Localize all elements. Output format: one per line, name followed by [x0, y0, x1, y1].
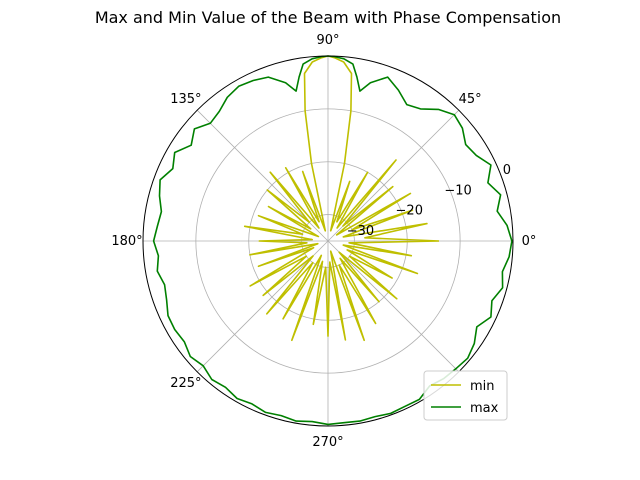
legend-label-min: min: [470, 379, 495, 394]
r-tick-label: −10: [444, 183, 471, 198]
theta-tick-label: 270°: [312, 435, 343, 450]
chart-title: Max and Min Value of the Beam with Phase…: [95, 8, 561, 27]
series-line-max: [152, 55, 513, 426]
spoke-gridline: [327, 240, 460, 373]
ring-gridline: [195, 108, 461, 374]
series-layer: [152, 55, 513, 426]
r-tick-label: −30: [347, 224, 374, 239]
legend-label-max: max: [470, 401, 499, 416]
theta-tick-label: 225°: [170, 376, 201, 391]
theta-tick-label: 135°: [170, 92, 201, 107]
spoke-gridline: [327, 109, 460, 242]
spoke-gridline: [196, 240, 329, 373]
theta-tick-label: 90°: [316, 33, 339, 48]
series-line-min: [243, 55, 440, 342]
r-tick-label: 0: [503, 163, 511, 178]
theta-tick-label: 45°: [459, 92, 482, 107]
ring-gridline: [301, 214, 355, 268]
polar-frame: [142, 55, 514, 427]
tick-labels: 0° 45° 90° 135° 180° 225° 270° −30 −20 −10 0: [111, 33, 536, 450]
legend: min max: [423, 370, 508, 421]
r-tick-label: −20: [396, 204, 423, 219]
theta-tick-label: 180°: [111, 234, 142, 249]
theta-tick-label: 0°: [522, 234, 537, 249]
